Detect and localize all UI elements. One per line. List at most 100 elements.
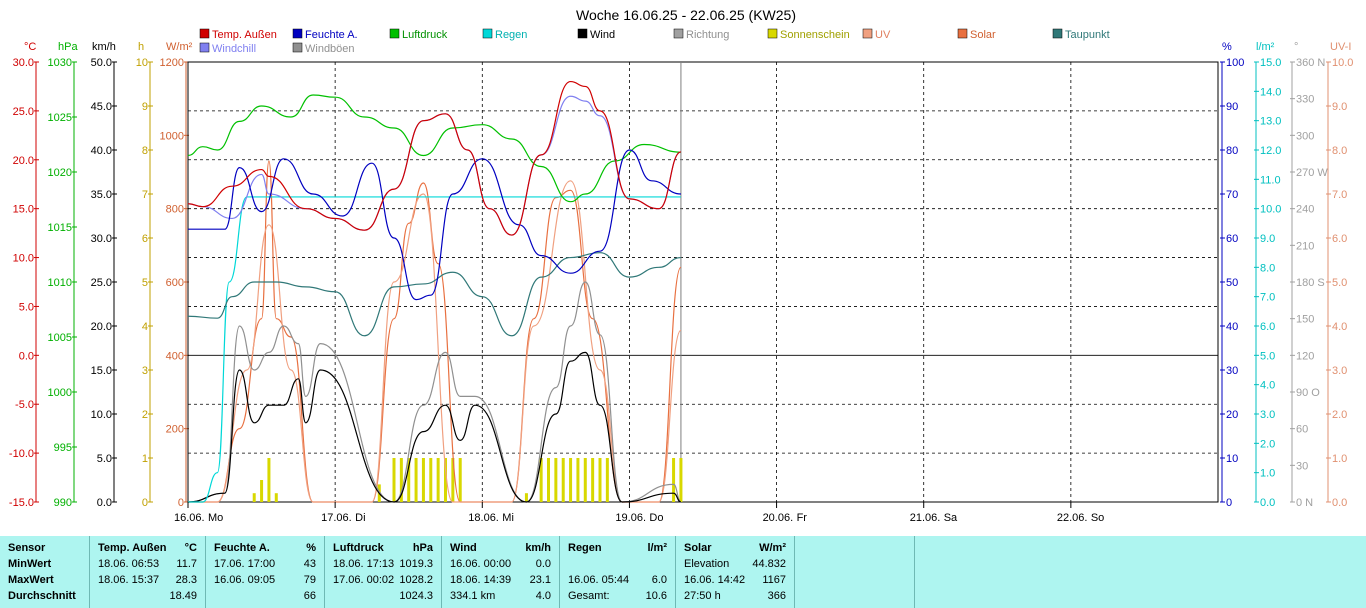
axis-tick-label: 9.0 [1260,233,1275,245]
axis-tick-label: 300 [1296,130,1314,142]
axis-unit-sunshine: h [138,41,144,53]
series-regen [188,196,681,503]
table-column: Feuchte A.% 17.06. 17:00 43 16.06. 09:05 79 6… [206,536,325,608]
axis-tick-label: 800 [166,204,184,216]
table-cell-date: 16.06. 14:42 [684,574,746,586]
axis-tick-label: 0.0 [97,497,112,509]
axis-tick-label: 995 [54,442,72,454]
axis-tick-label: 10 [1226,453,1238,465]
table-cell-value: 10.6 [645,590,667,602]
axis-tick-label: 5.0 [19,301,34,313]
axis-tick-label: 6.0 [1260,321,1275,333]
sunshine-bar [591,458,595,502]
axis-tick-label: 15.0 [13,204,34,216]
table-row-label: Durchschnitt [8,590,76,602]
legend-swatch [1052,28,1063,39]
table-cell-value: 11.7 [176,558,197,570]
axis-tick-label: 600 [166,277,184,289]
axis-tick-label: 240 [1296,204,1314,216]
legend-swatch [292,28,303,39]
axis-tick-label: 0 N [1296,497,1313,509]
sunshine-bar [583,458,587,502]
axis-tick-label: 12.0 [1260,145,1281,157]
axis-tick-label: 9.0 [1332,101,1347,113]
x-tick-day: Mi [502,512,514,524]
table-cell-value: 0.0 [535,558,551,570]
table-cell-value: 1024.3 [399,590,433,602]
axis-tick-label: 20.0 [13,155,34,167]
axis-tick-label: 10 [136,57,148,69]
axis-tick-label: 30.0 [13,57,34,69]
axis-unit-rain: l/m² [1256,41,1275,53]
axis-tick-label: 1.0 [1332,453,1347,465]
axis-tick-label: 0.0 [1332,497,1347,509]
table-header: Temp. Außen [98,542,167,554]
axis-unit-solar: W/m² [166,41,193,53]
table-header: Regen [568,542,602,554]
axis-tick-label: 8 [142,145,148,157]
legend-label: Temp. Außen [212,29,277,41]
series-wind [187,351,682,503]
legend-swatch [957,28,968,39]
plot-area [187,61,1219,503]
table-unit: l/m² [647,542,667,554]
x-tick-date: 20.06. [763,512,794,524]
table-cell-date: 18.06. 06:53 [98,558,160,570]
table-column: Regen l/m² 16.06. 05:44 6.0 Gesamt: 10.6 [560,536,676,608]
x-tick-day: So [1091,512,1104,524]
axis-tick-label: 270 W [1296,167,1328,179]
axis-tick-label: 360 N [1296,57,1325,69]
table-cell-date: 16.06. 09:05 [214,574,276,586]
axis-tick-label: 30.0 [91,233,112,245]
axis-tick-label: 0 [178,497,184,509]
axis-tick-label: 11.0 [1260,174,1281,186]
x-axis: 16.06. Mo 17.06. Di 18.06. Mi 19.06. Do 20.06. Fr… [174,502,1104,524]
legend-label: Luftdruck [402,29,448,41]
table-cell-date: Elevation [684,558,730,570]
table-cell-date: 16.06. 05:44 [568,574,630,586]
table-unit: hPa [412,542,433,554]
table-cell-date: 18.06. 14:39 [450,574,512,586]
axis-tick-label: 7.0 [1332,189,1347,201]
sunshine-bar [598,458,602,502]
legend-swatch [767,28,778,39]
stats-table: Sensor MinWert MaxWert Durchschnitt Temp. Au… [0,536,1366,608]
legend: Temp. Außen Feuchte A. Luftdruck Regen Wind R… [199,28,1110,55]
axis-tick-label: 1020 [48,167,72,179]
chart-title: Woche 16.06.25 - 22.06.25 (KW25) [576,7,796,23]
legend-swatch [482,28,493,39]
axis-tick-label: 0.0 [19,350,34,362]
axis-tick-label: 5.0 [1260,350,1275,362]
x-tick-day: Sa [944,512,958,524]
sunshine-bar [436,458,440,502]
legend-swatch [577,28,588,39]
series-uv [188,180,682,503]
sunshine-bar [576,458,580,502]
axis-tick-label: 990 [54,497,72,509]
axis-tick-label: 30 [1296,460,1308,472]
axis-tick-label: 13.0 [1260,116,1281,128]
axis-tick-label: 45.0 [91,101,112,113]
x-tick-date: 22.06. [1057,512,1088,524]
axis-tick-label: 0 [142,497,148,509]
legend-label: Solar [970,29,996,41]
axis-tick-label: 4.0 [1260,380,1275,392]
sunshine-bar [539,458,543,502]
axis-tick-label: 14.0 [1260,86,1281,98]
axis-tick-label: 8.0 [1260,262,1275,274]
axis-unit-pressure: hPa [58,41,78,53]
axis-tick-label: 20 [1226,409,1238,421]
axis-tick-label: 35.0 [91,189,112,201]
axis-tick-label: 400 [166,350,184,362]
table-cell-date: 16.06. 00:00 [450,558,512,570]
sunshine-bar [444,458,447,502]
axis-tick-label: 3.0 [1260,409,1275,421]
legend-label: Richtung [686,29,729,41]
sunshine-bar [274,493,278,502]
legend-label: Regen [495,29,527,41]
series-solar [188,160,682,503]
table-cell-date: 18.06. 17:13 [333,558,395,570]
table-cell-value: 18.49 [169,590,197,602]
legend-swatch [862,28,873,39]
table-column: Wind km/h 16.06. 00:00 0.0 18.06. 14:39 23.1 3… [442,536,560,608]
